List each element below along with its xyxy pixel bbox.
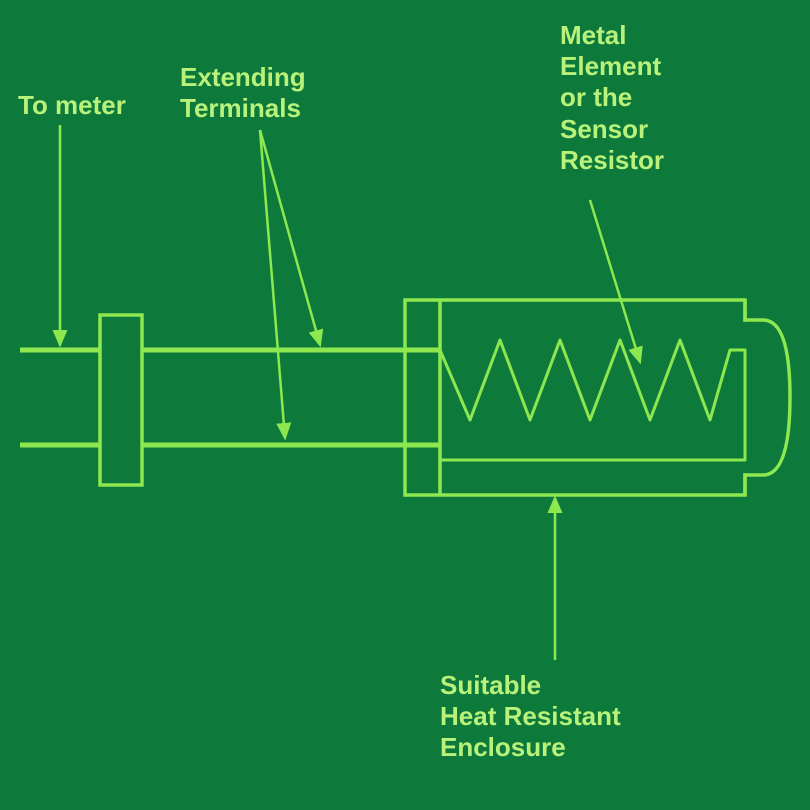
enclosure-cap: [745, 300, 790, 495]
label-enclosure: Suitable Heat Resistant Enclosure: [440, 670, 621, 764]
enclosure-body: [405, 300, 745, 495]
label-to-meter: To meter: [18, 90, 126, 121]
label-extending-terminals: Extending Terminals: [180, 62, 306, 124]
rtd-diagram-svg: [0, 0, 810, 810]
label-metal-element: Metal Element or the Sensor Resistor: [560, 20, 664, 176]
terminal-block: [100, 315, 142, 485]
